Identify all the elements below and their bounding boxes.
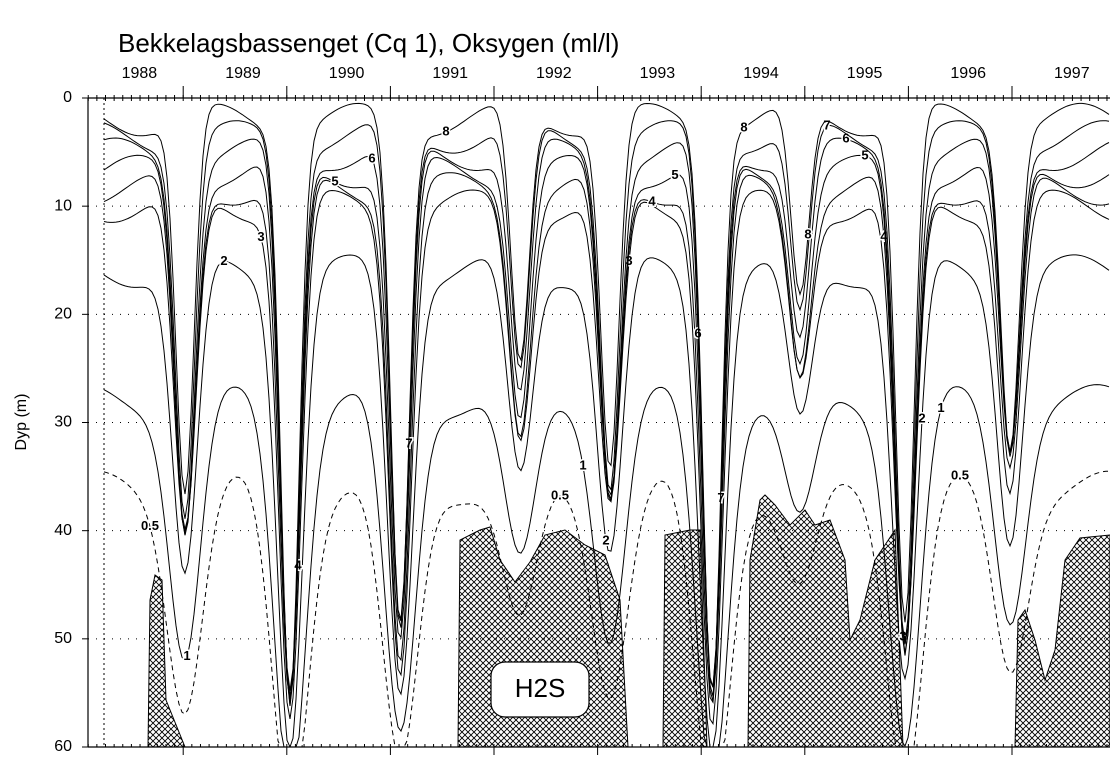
y-tick-label: 40: [54, 522, 72, 539]
contour-label: 2: [602, 532, 609, 547]
x-tick-label: 1996: [950, 65, 986, 82]
annotation: H2S: [515, 673, 566, 703]
contour-line: [103, 189, 1110, 726]
contour-label: 1: [183, 648, 190, 663]
h2s-region: [147, 574, 186, 748]
y-tick-label: 50: [54, 630, 72, 647]
contour-label: 2: [918, 411, 925, 426]
contour-label: 0.5: [141, 518, 159, 533]
y-tick-label: 30: [54, 414, 72, 431]
x-tick-label: 1991: [432, 65, 468, 82]
chart-title: Bekkelagsbassenget (Cq 1), Oksygen (ml/l…: [118, 28, 619, 58]
contour-label: 2: [220, 253, 227, 268]
contour-line: [103, 120, 1110, 706]
contour-label: 6: [694, 326, 701, 341]
x-tick-label: 1993: [640, 65, 676, 82]
contour-label: 8: [442, 124, 449, 139]
x-tick-label: 1997: [1054, 65, 1090, 82]
contour-line: [103, 470, 1110, 747]
contour-label: 5: [331, 174, 338, 189]
contour-label: 5: [671, 167, 678, 182]
contour-label: 4: [648, 193, 656, 208]
x-tick-label: 1992: [536, 65, 572, 82]
contour-label: 1: [579, 458, 586, 473]
x-tick-label: 1988: [122, 65, 158, 82]
contour-line: [103, 254, 1110, 747]
contour-label: 6: [842, 131, 849, 146]
contour-line: [103, 137, 1110, 697]
contour-line: [103, 384, 1110, 747]
x-tick-label: 1994: [743, 65, 779, 82]
contour-label: 4: [294, 557, 302, 572]
x-tick-label: 1995: [847, 65, 883, 82]
contour-label: 3: [257, 229, 264, 244]
contour-label: 8: [804, 227, 811, 242]
x-tick-label: 1989: [225, 65, 261, 82]
contour-label: 6: [368, 151, 375, 166]
contour-label: 1: [937, 400, 944, 415]
contour-label: 3: [625, 253, 632, 268]
contour-label: 8: [740, 120, 747, 135]
h2s-region: [747, 494, 904, 748]
annotation-box: [490, 661, 590, 718]
h2s-region: [1014, 534, 1110, 748]
y-tick-label: 60: [54, 738, 72, 755]
contour-label: 0.5: [551, 488, 569, 503]
contour-label: 0.5: [951, 468, 969, 483]
y-tick-label: 0: [63, 89, 72, 106]
x-tick-label: 1990: [329, 65, 365, 82]
contour-label: 7: [823, 117, 830, 132]
y-tick-label: 10: [54, 197, 72, 214]
y-axis-label: Dyp (m): [13, 394, 30, 451]
y-tick-label: 20: [54, 306, 72, 323]
contour-line: [103, 102, 1110, 706]
h2s-regions: [147, 494, 1110, 748]
h2s-region: [662, 529, 708, 748]
contour-label: 4: [880, 229, 888, 244]
contour-label: 5: [861, 147, 868, 162]
